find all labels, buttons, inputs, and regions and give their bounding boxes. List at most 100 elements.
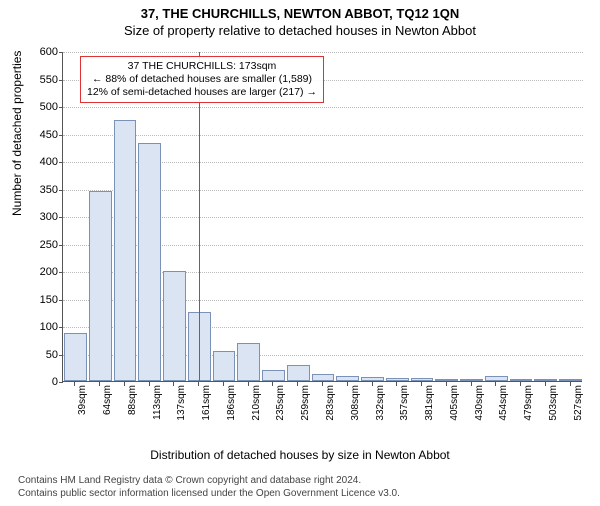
xtick-label: 283sqm xyxy=(325,385,336,445)
histogram-bar xyxy=(163,271,186,381)
ytick-mark xyxy=(59,52,63,53)
histogram-bar xyxy=(237,343,260,382)
ytick-label: 600 xyxy=(18,46,58,58)
xtick-label: 454sqm xyxy=(498,385,509,445)
xtick-label: 479sqm xyxy=(523,385,534,445)
ytick-label: 500 xyxy=(18,101,58,113)
histogram-bar xyxy=(89,191,112,381)
xtick-label: 186sqm xyxy=(226,385,237,445)
histogram-bar xyxy=(510,379,533,381)
ytick-label: 0 xyxy=(18,376,58,388)
xtick-label: 137sqm xyxy=(176,385,187,445)
ytick-mark xyxy=(59,355,63,356)
annotation-box: 37 THE CHURCHILLS: 173sqm ← 88% of detac… xyxy=(80,56,324,103)
ytick-mark xyxy=(59,162,63,163)
ytick-label: 50 xyxy=(18,349,58,361)
ytick-mark xyxy=(59,80,63,81)
xtick-mark xyxy=(297,382,298,386)
xtick-mark xyxy=(372,382,373,386)
histogram-bar xyxy=(460,379,483,381)
histogram-bar xyxy=(213,351,236,381)
xtick-mark xyxy=(124,382,125,386)
xtick-mark xyxy=(198,382,199,386)
xtick-label: 113sqm xyxy=(152,385,163,445)
xtick-label: 64sqm xyxy=(102,385,113,445)
ytick-mark xyxy=(59,327,63,328)
ytick-mark xyxy=(59,190,63,191)
ytick-label: 350 xyxy=(18,184,58,196)
histogram-bar xyxy=(534,379,557,381)
xtick-label: 357sqm xyxy=(399,385,410,445)
annotation-line-3: 12% of semi-detached houses are larger (… xyxy=(87,86,317,99)
xtick-mark xyxy=(74,382,75,386)
xtick-mark xyxy=(396,382,397,386)
ytick-mark xyxy=(59,245,63,246)
xtick-label: 308sqm xyxy=(350,385,361,445)
xtick-mark xyxy=(421,382,422,386)
annotation-line-2: ← 88% of detached houses are smaller (1,… xyxy=(87,73,317,86)
histogram-bar xyxy=(386,378,409,381)
xtick-label: 503sqm xyxy=(548,385,559,445)
ytick-label: 200 xyxy=(18,266,58,278)
ytick-mark xyxy=(59,107,63,108)
footer-attribution: Contains HM Land Registry data © Crown c… xyxy=(18,475,400,500)
histogram-bar xyxy=(262,370,285,381)
xtick-label: 88sqm xyxy=(127,385,138,445)
histogram-bar xyxy=(336,376,359,382)
xtick-label: 430sqm xyxy=(474,385,485,445)
xtick-mark xyxy=(99,382,100,386)
ytick-label: 250 xyxy=(18,239,58,251)
footer-line-2: Contains public sector information licen… xyxy=(18,488,400,501)
ytick-mark xyxy=(59,382,63,383)
ytick-label: 400 xyxy=(18,156,58,168)
xtick-mark xyxy=(248,382,249,386)
xtick-mark xyxy=(347,382,348,386)
xtick-mark xyxy=(495,382,496,386)
histogram-bar xyxy=(287,365,310,382)
gridline xyxy=(63,135,583,136)
xtick-label: 210sqm xyxy=(251,385,262,445)
xtick-label: 405sqm xyxy=(449,385,460,445)
xtick-label: 39sqm xyxy=(77,385,88,445)
histogram-bar xyxy=(435,379,458,381)
annotation-line-1: 37 THE CHURCHILLS: 173sqm xyxy=(87,60,317,73)
x-axis-label: Distribution of detached houses by size … xyxy=(0,448,600,462)
ytick-mark xyxy=(59,272,63,273)
xtick-mark xyxy=(570,382,571,386)
xtick-mark xyxy=(272,382,273,386)
ytick-mark xyxy=(59,135,63,136)
xtick-label: 332sqm xyxy=(375,385,386,445)
xtick-mark xyxy=(322,382,323,386)
ytick-label: 150 xyxy=(18,294,58,306)
histogram-bar xyxy=(361,377,384,381)
xtick-label: 527sqm xyxy=(573,385,584,445)
xtick-label: 161sqm xyxy=(201,385,212,445)
ytick-label: 100 xyxy=(18,321,58,333)
xtick-mark xyxy=(173,382,174,386)
ytick-mark xyxy=(59,217,63,218)
xtick-mark xyxy=(471,382,472,386)
gridline xyxy=(63,52,583,53)
histogram-bar xyxy=(138,143,161,381)
xtick-label: 259sqm xyxy=(300,385,311,445)
xtick-mark xyxy=(223,382,224,386)
xtick-mark xyxy=(446,382,447,386)
ytick-label: 300 xyxy=(18,211,58,223)
ytick-label: 450 xyxy=(18,129,58,141)
xtick-label: 235sqm xyxy=(275,385,286,445)
histogram-bar xyxy=(411,378,434,381)
histogram-bar xyxy=(64,333,87,381)
xtick-label: 381sqm xyxy=(424,385,435,445)
gridline xyxy=(63,107,583,108)
histogram-bar xyxy=(485,376,508,382)
histogram-bar xyxy=(312,374,335,381)
chart-title-address: 37, THE CHURCHILLS, NEWTON ABBOT, TQ12 1… xyxy=(0,6,600,21)
histogram-bar xyxy=(114,120,137,381)
histogram-bar xyxy=(559,379,582,381)
plot-area: 37 THE CHURCHILLS: 173sqm ← 88% of detac… xyxy=(62,52,582,410)
footer-line-1: Contains HM Land Registry data © Crown c… xyxy=(18,475,400,488)
xtick-mark xyxy=(520,382,521,386)
xtick-mark xyxy=(149,382,150,386)
chart-title-desc: Size of property relative to detached ho… xyxy=(0,23,600,38)
xtick-mark xyxy=(545,382,546,386)
